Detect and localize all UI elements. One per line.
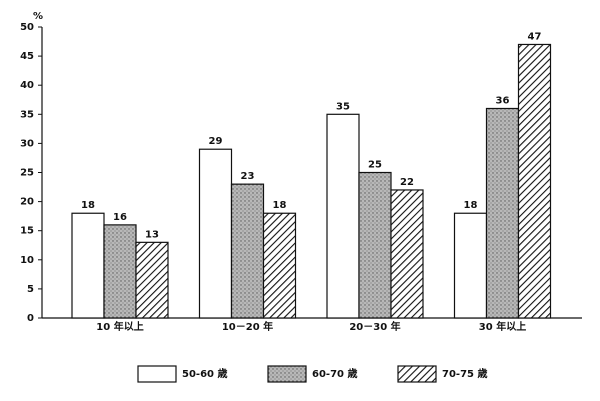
data-label: 25: [368, 160, 382, 171]
y-tick-label: 10: [20, 255, 34, 266]
y-tick-label: 15: [20, 226, 34, 237]
y-tick-label: 0: [27, 313, 34, 324]
y-tick-label: 5: [27, 284, 34, 295]
legend-swatch: [397, 365, 437, 383]
legend-label: 60-70 歳: [312, 367, 357, 380]
y-tick-label: 20: [20, 197, 34, 208]
legend-label: 50-60 歳: [182, 367, 227, 380]
legend-swatch: [137, 365, 177, 383]
data-label: 18: [81, 200, 95, 211]
y-tick-label: 45: [20, 51, 34, 62]
bar: [358, 171, 392, 319]
y-tick-label: 25: [20, 168, 34, 179]
data-label: 16: [113, 212, 127, 223]
x-tick-label: 20－30 年: [349, 320, 400, 333]
legend-label: 70-75 歳: [442, 367, 487, 380]
bar: [390, 189, 424, 319]
bar: [517, 43, 552, 319]
data-label: 23: [241, 171, 255, 182]
y-tick-label: 40: [20, 80, 34, 91]
x-tick-label: 30 年以上: [479, 320, 526, 333]
bar: [198, 148, 233, 319]
y-tick-label: 30: [20, 138, 34, 149]
data-label: 29: [209, 136, 223, 147]
bar: [135, 241, 169, 319]
data-label: 18: [273, 200, 287, 211]
data-label: 22: [400, 177, 414, 188]
legend-swatch: [267, 365, 307, 383]
bar: [230, 183, 265, 319]
bar: [453, 212, 488, 319]
bar: [485, 107, 520, 319]
y-tick-label: 50: [20, 22, 34, 33]
data-label: 35: [336, 101, 350, 112]
data-label: 36: [496, 95, 510, 106]
bar: [262, 212, 297, 319]
data-label: 47: [528, 31, 542, 42]
y-axis-label: %: [33, 11, 43, 22]
bar: [326, 113, 360, 319]
x-tick-label: 10－20 年: [222, 320, 273, 333]
data-label: 18: [464, 200, 478, 211]
bar: [71, 212, 105, 319]
x-tick-label: 10 年以上: [96, 320, 143, 333]
y-tick-label: 35: [20, 109, 34, 120]
data-label: 13: [145, 229, 159, 240]
bar: [103, 224, 137, 319]
